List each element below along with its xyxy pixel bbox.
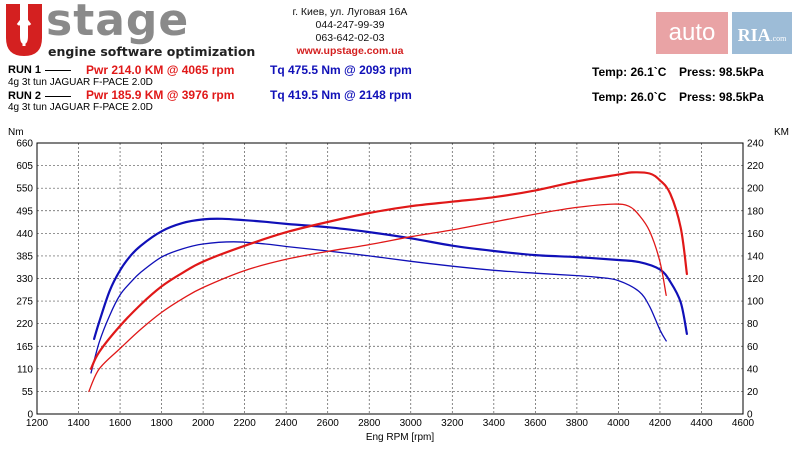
contact-address: г. Киев, ул. Луговая 16А <box>292 6 408 18</box>
run-1-press: Press: 98.5kPa <box>679 65 764 79</box>
y-left-tick-label: 0 <box>27 410 33 421</box>
x-tick-label: 1200 <box>26 418 49 429</box>
run-1-label-row: RUN 1 <box>8 64 77 76</box>
x-tick-label: 2800 <box>358 418 381 429</box>
x-tick-label: 4600 <box>732 418 755 429</box>
y-left-tick-label: 385 <box>16 251 33 262</box>
contact-phone-2: 063-642-02-03 <box>315 32 385 44</box>
y-right-tick-label: 80 <box>747 319 759 330</box>
run-1-label: RUN 1 <box>8 64 42 76</box>
x-tick-label: 3400 <box>483 418 506 429</box>
y-right-tick-label: 60 <box>747 342 759 353</box>
run-2-legend-line <box>45 95 72 97</box>
run-2-power: Pwr 185.9 KM @ 3976 rpm <box>86 88 235 102</box>
y-right-tick-label: 40 <box>747 364 759 375</box>
y-left-tick-label: 495 <box>16 206 33 217</box>
y-right-tick-label: 120 <box>747 274 764 285</box>
contact-block: г. Киев, ул. Луговая 16А 044-247-99-39 0… <box>270 6 430 58</box>
x-tick-label: 1400 <box>67 418 90 429</box>
run-1-legend-line <box>45 69 72 71</box>
y-right-tick-label: 200 <box>747 184 764 195</box>
watermark-ria: RIA.com <box>732 12 792 54</box>
y-right-tick-label: 100 <box>747 297 764 308</box>
x-tick-label: 4200 <box>649 418 672 429</box>
x-tick-label: 4000 <box>607 418 630 429</box>
y-right-tick-label: 180 <box>747 206 764 217</box>
logo-tagline: engine software optimization <box>48 44 256 59</box>
x-tick-label: 3000 <box>400 418 423 429</box>
x-tick-label: 1600 <box>109 418 132 429</box>
y-right-tick-label: 0 <box>747 410 753 421</box>
y-right-tick-label: 240 <box>747 139 764 150</box>
logo-u-mark <box>6 4 42 56</box>
y-left-tick-label: 550 <box>16 184 33 195</box>
run-2-torque-line <box>90 241 667 374</box>
run-2-label-row: RUN 2 <box>8 90 77 102</box>
run-1-description: 4g 3t tun JAGUAR F-PACE 2.0D <box>8 77 153 88</box>
x-tick-label: 2000 <box>192 418 215 429</box>
x-tick-label: 3200 <box>441 418 464 429</box>
x-tick-label: 2200 <box>234 418 257 429</box>
y-right-tick-label: 140 <box>747 251 764 262</box>
y-left-tick-label: 110 <box>17 364 33 375</box>
contact-website: www.upstage.com.ua <box>296 45 404 57</box>
run-1-torque: Tq 475.5 Nm @ 2093 rpm <box>270 63 412 77</box>
run-2-torque: Tq 419.5 Nm @ 2148 rpm <box>270 88 412 102</box>
y-left-tick-label: 55 <box>22 387 34 398</box>
x-tick-label: 1800 <box>150 418 173 429</box>
grid-layer <box>37 143 743 414</box>
x-tick-label: 3800 <box>566 418 589 429</box>
run-2-description: 4g 3t tun JAGUAR F-PACE 2.0D <box>8 102 153 113</box>
x-tick-label: 2600 <box>317 418 340 429</box>
y-left-tick-label: 605 <box>16 161 33 172</box>
y-left-tick-label: 330 <box>16 274 33 285</box>
watermark-suffix: .com <box>770 34 787 43</box>
x-tick-label: 4400 <box>690 418 713 429</box>
x-tick-label: 2400 <box>275 418 298 429</box>
run-2-label: RUN 2 <box>8 90 42 102</box>
autoria-watermark: auto RIA.com <box>656 12 796 56</box>
run-1-power-line <box>89 171 688 370</box>
y-left-tick-label: 660 <box>16 139 33 150</box>
run-2-power-line <box>88 203 667 393</box>
contact-phone-1: 044-247-99-39 <box>315 19 385 31</box>
y-left-tick-label: 165 <box>16 342 33 353</box>
run-1-temp: Temp: 26.1`C <box>592 65 667 79</box>
x-axis-label: Eng RPM [rpm] <box>366 432 435 443</box>
run-2-temp: Temp: 26.0`C <box>592 90 667 104</box>
y-left-tick-label: 440 <box>16 229 33 240</box>
run-1-power: Pwr 214.0 KM @ 4065 rpm <box>86 63 235 77</box>
logo-word: stage <box>46 0 190 46</box>
y-left-tick-label: 220 <box>16 319 33 330</box>
y-right-tick-label: 160 <box>747 229 764 240</box>
x-tick-label: 3600 <box>524 418 547 429</box>
watermark-ria-text: RIA <box>737 25 771 45</box>
series-layer <box>88 171 688 393</box>
plot-frame <box>36 142 744 415</box>
y-right-tick-label: 20 <box>747 387 759 398</box>
run-1-torque-line <box>93 217 688 340</box>
watermark-auto: auto <box>656 12 728 54</box>
axis-layer: 0 55 110 165 220 275 330 385 440 495 550 605 660 0 20 4… <box>16 139 764 430</box>
y-right-axis-label: KM <box>774 127 789 138</box>
y-left-tick-label: 275 <box>16 297 33 308</box>
run-2-press: Press: 98.5kPa <box>679 90 764 104</box>
y-left-axis-label: Nm <box>8 127 24 138</box>
y-right-tick-label: 220 <box>747 161 764 172</box>
upstage-logo: stage engine software optimization <box>4 0 256 60</box>
